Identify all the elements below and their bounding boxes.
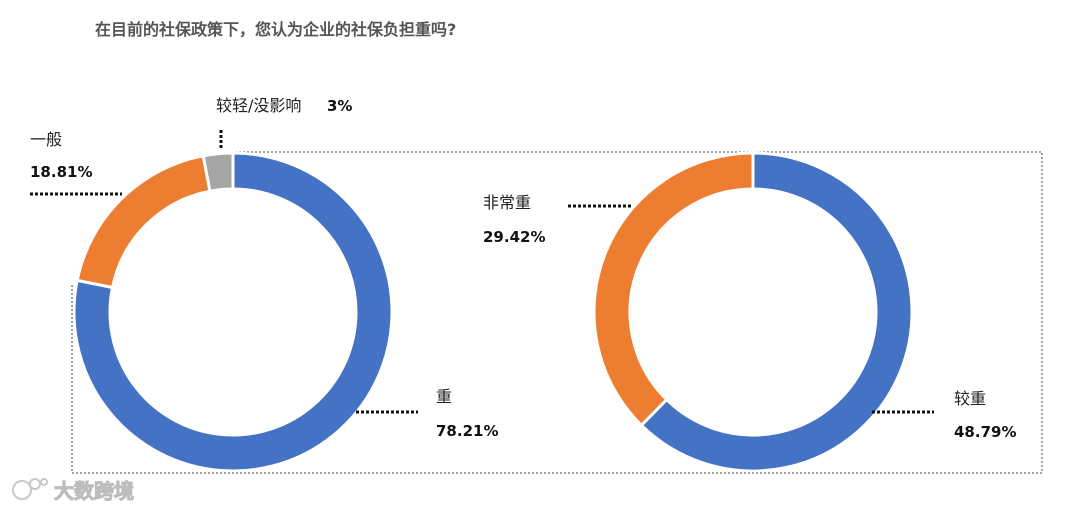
slice-value-feichangzhong: 29.42% <box>483 228 545 246</box>
slice-value-zhong: 78.21% <box>436 422 498 440</box>
slice-value-jiaozhong: 48.79% <box>954 423 1016 441</box>
slice-label-jiaoqing: 较轻/没影响 <box>216 96 301 115</box>
slice-label-zhong: 重 <box>436 387 452 406</box>
slice-label-feichangzhong: 非常重 <box>483 193 531 212</box>
watermark-text: 大数跨境 <box>54 479 134 503</box>
slice-feichangzhong <box>592 151 755 428</box>
slice-label-yiban: 一般 <box>30 130 62 149</box>
dashu-logo-icon <box>12 478 48 500</box>
breakdown-box <box>71 151 1043 474</box>
watermark: 大数跨境 <box>12 478 135 504</box>
slice-label-jiaozhong: 较重 <box>954 389 986 408</box>
chart-title: 在目前的社保政策下，您认为企业的社保负担重吗? <box>95 20 456 39</box>
slice-jiaoqing <box>201 151 235 193</box>
slice-jiaozhong <box>639 151 914 473</box>
donut-chart-overall <box>72 151 394 473</box>
slice-value-yiban: 18.81% <box>30 163 92 181</box>
donut-chart-heavy-breakdown <box>592 151 914 473</box>
slice-zhong <box>72 151 394 473</box>
slice-value-jiaoqing: 3% <box>327 97 352 115</box>
slice-yiban <box>75 154 212 290</box>
